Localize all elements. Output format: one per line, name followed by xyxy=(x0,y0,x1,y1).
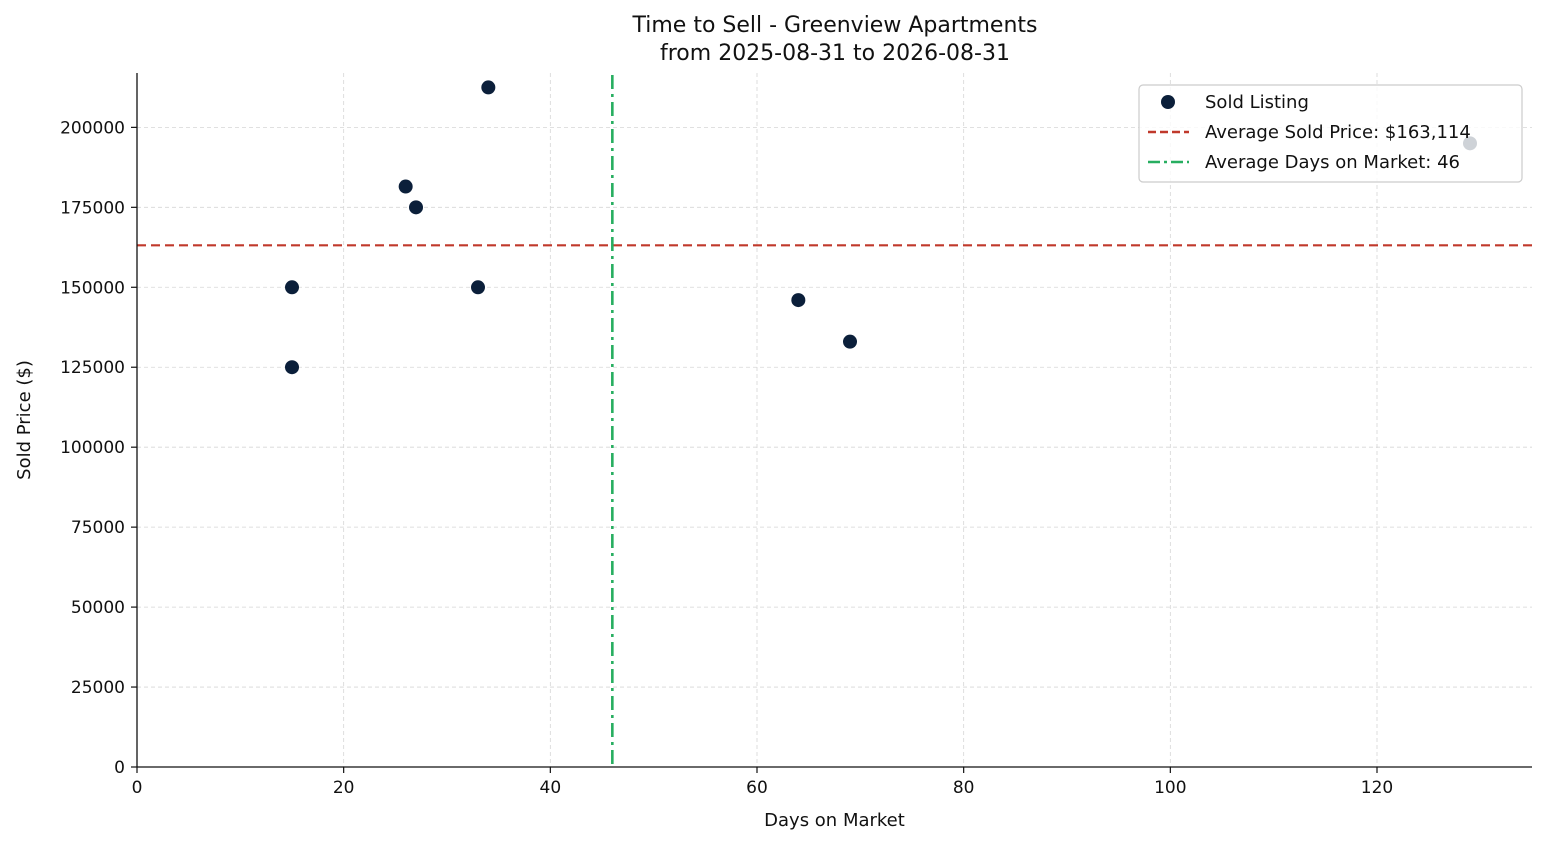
data-point xyxy=(285,360,299,375)
legend: Sold Listing Average Sold Price: $163,114… xyxy=(1138,84,1523,183)
y-tick-label: 100000 xyxy=(60,438,125,458)
x-tick-label: 20 xyxy=(333,778,355,798)
x-tick-label: 120 xyxy=(1361,778,1393,798)
tick-labels: 0 20 40 60 80 100 120 0 25000 50000 75000 100000 125… xyxy=(60,118,1393,798)
data-point xyxy=(409,200,423,215)
reference-lines xyxy=(137,75,1532,767)
data-point xyxy=(843,334,857,349)
y-tick-label: 50000 xyxy=(71,598,125,618)
data-point xyxy=(398,179,413,194)
x-axis-label: Days on Market xyxy=(764,810,905,831)
data-point xyxy=(471,280,485,295)
legend-box xyxy=(1138,84,1523,183)
y-tick-label: 200000 xyxy=(60,118,125,138)
x-tick-label: 80 xyxy=(953,778,975,798)
data-point xyxy=(481,80,496,95)
x-tick-label: 60 xyxy=(746,778,768,798)
y-tick-label: 25000 xyxy=(71,678,125,698)
legend-marker-point xyxy=(1161,95,1175,109)
y-tick-label: 125000 xyxy=(60,358,125,378)
y-tick-label: 75000 xyxy=(71,518,125,538)
y-axis-label: Sold Price ($) xyxy=(14,360,35,480)
legend-label: Average Sold Price: $163,114 xyxy=(1205,122,1471,143)
legend-label: Average Days on Market: 46 xyxy=(1205,152,1460,173)
grid-layer xyxy=(137,73,1532,767)
chart-subtitle: from 2025-08-31 to 2026-08-31 xyxy=(660,41,1010,66)
chart-title: Time to Sell - Greenview Apartments xyxy=(632,13,1038,38)
axes xyxy=(131,73,1532,773)
x-tick-label: 40 xyxy=(540,778,562,798)
y-tick-label: 150000 xyxy=(60,278,125,298)
data-point xyxy=(285,280,299,295)
legend-label: Sold Listing xyxy=(1205,92,1309,113)
y-tick-label: 0 xyxy=(114,758,125,778)
x-tick-label: 0 xyxy=(132,778,143,798)
y-tick-label: 175000 xyxy=(60,198,125,218)
x-tick-label: 100 xyxy=(1154,778,1186,798)
data-point xyxy=(791,293,806,308)
